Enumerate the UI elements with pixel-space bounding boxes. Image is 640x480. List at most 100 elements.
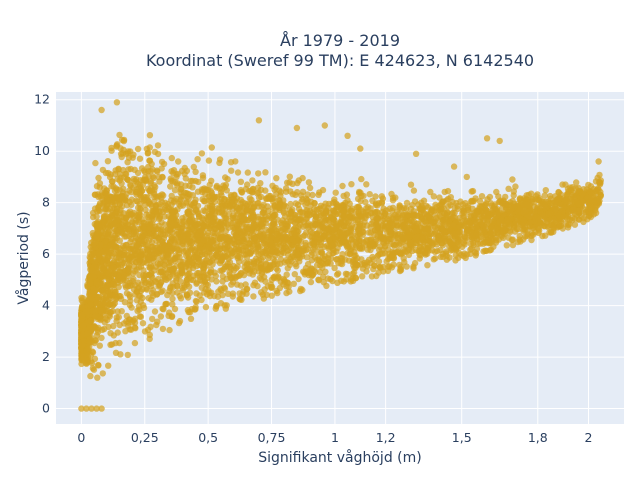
- data-point: [264, 236, 271, 244]
- data-point: [317, 262, 324, 269]
- data-point: [92, 191, 99, 198]
- data-point: [284, 234, 291, 241]
- data-point: [139, 320, 147, 327]
- data-point: [202, 303, 210, 311]
- data-point: [129, 154, 136, 161]
- data-point: [170, 167, 178, 174]
- data-point: [130, 184, 137, 191]
- data-point: [374, 202, 381, 209]
- data-point: [104, 158, 112, 165]
- data-point: [580, 215, 588, 222]
- data-point: [369, 253, 376, 261]
- data-point: [105, 249, 112, 256]
- data-point: [297, 221, 304, 229]
- data-point: [292, 191, 299, 198]
- data-point: [195, 255, 202, 262]
- data-point: [94, 374, 101, 381]
- data-point: [372, 193, 379, 200]
- data-point: [106, 291, 113, 298]
- data-point: [555, 188, 562, 196]
- data-point: [180, 238, 187, 245]
- data-point: [154, 142, 162, 149]
- data-point: [333, 271, 341, 278]
- data-point: [140, 222, 147, 230]
- data-point: [149, 220, 156, 228]
- data-point: [101, 238, 109, 246]
- data-point: [171, 179, 179, 186]
- data-point: [390, 261, 397, 268]
- data-point: [317, 202, 325, 209]
- data-point: [500, 226, 508, 234]
- data-point: [87, 301, 94, 309]
- data-point: [542, 198, 550, 205]
- data-point: [162, 262, 169, 269]
- data-point: [430, 193, 437, 200]
- data-point: [409, 211, 417, 218]
- data-point: [257, 221, 264, 228]
- data-point: [164, 226, 171, 234]
- data-point: [114, 141, 121, 148]
- data-point: [428, 208, 435, 216]
- data-point: [225, 224, 232, 231]
- data-point: [200, 224, 207, 231]
- data-point: [258, 264, 265, 271]
- data-point: [431, 248, 439, 255]
- data-point: [108, 178, 116, 185]
- data-point: [95, 249, 102, 257]
- data-point: [295, 252, 302, 259]
- data-point: [143, 211, 150, 218]
- data-point: [156, 192, 163, 200]
- data-point: [188, 201, 195, 208]
- data-point: [138, 188, 146, 195]
- data-point: [400, 255, 407, 262]
- data-point: [130, 317, 137, 324]
- data-point: [478, 193, 486, 200]
- data-point: [244, 169, 251, 176]
- data-point: [147, 168, 154, 175]
- data-point: [417, 210, 424, 217]
- data-point: [99, 166, 107, 174]
- data-point: [332, 210, 340, 218]
- data-point: [88, 359, 96, 367]
- data-point: [177, 225, 184, 232]
- data-point: [89, 348, 96, 355]
- data-point: [207, 266, 215, 273]
- data-point: [147, 248, 154, 255]
- data-point: [161, 213, 168, 220]
- chart-title-line-2: Koordinat (Sweref 99 TM): E 424623, N 61…: [146, 51, 534, 70]
- data-point: [152, 183, 159, 191]
- data-point: [270, 217, 278, 225]
- data-point: [213, 278, 220, 285]
- data-point: [240, 237, 247, 244]
- data-point: [186, 211, 193, 218]
- data-point: [390, 221, 397, 228]
- data-point: [305, 222, 312, 229]
- data-point: [339, 213, 346, 220]
- data-point: [305, 179, 313, 186]
- data-point: [79, 322, 87, 329]
- data-point: [283, 218, 290, 225]
- data-point: [115, 283, 122, 291]
- data-point: [543, 204, 550, 211]
- data-point: [235, 226, 242, 234]
- data-point: [109, 281, 116, 288]
- data-point: [208, 144, 215, 151]
- data-point: [133, 217, 140, 224]
- data-point: [359, 273, 366, 280]
- data-point: [260, 295, 267, 302]
- data-point: [154, 254, 161, 261]
- data-point: [186, 182, 193, 189]
- data-point: [222, 215, 230, 222]
- data-point: [280, 197, 287, 204]
- data-point: [264, 203, 271, 210]
- data-point: [115, 273, 123, 281]
- data-point: [299, 188, 307, 195]
- data-point: [201, 208, 209, 215]
- data-point: [542, 187, 549, 194]
- data-point: [238, 188, 245, 196]
- data-point: [418, 203, 425, 210]
- data-point: [282, 244, 289, 251]
- data-point: [123, 202, 131, 209]
- data-point: [520, 217, 528, 224]
- data-point: [212, 225, 219, 232]
